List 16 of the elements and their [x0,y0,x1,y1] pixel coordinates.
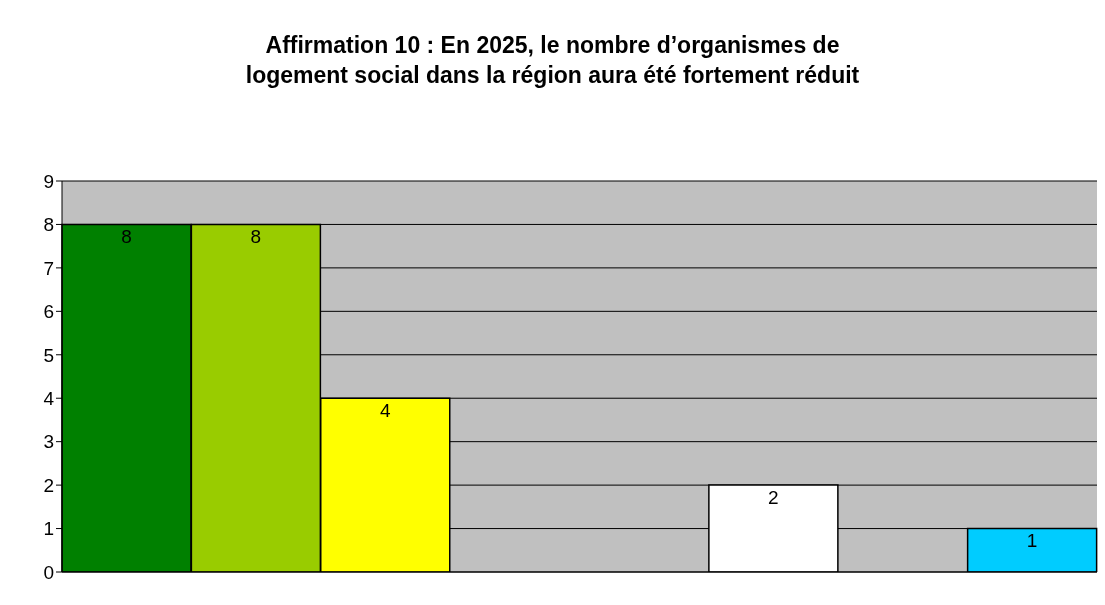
data-label: 4 [379,399,391,421]
y-tick-label: 4 [43,387,55,409]
data-label: 8 [121,225,132,247]
y-tick-label: 7 [43,257,54,279]
data-label: 2 [768,486,779,508]
y-tick-label: 6 [43,301,54,323]
y-tick-label: 9 [43,170,54,192]
y-tick-label: 0 [43,561,54,583]
y-tick-label: 5 [43,344,54,366]
data-label: 8 [250,225,262,247]
chart-title: Affirmation 10 : En 2025, le nombre d’organismes de logement social dans la région aura été fortement réduit [244,31,861,90]
data-label: 1 [1026,530,1038,552]
y-tick-label: 8 [43,214,54,236]
y-tick-label: 3 [43,431,54,453]
y-tick-label: 1 [43,518,54,540]
y-tick-label: 2 [43,474,54,496]
